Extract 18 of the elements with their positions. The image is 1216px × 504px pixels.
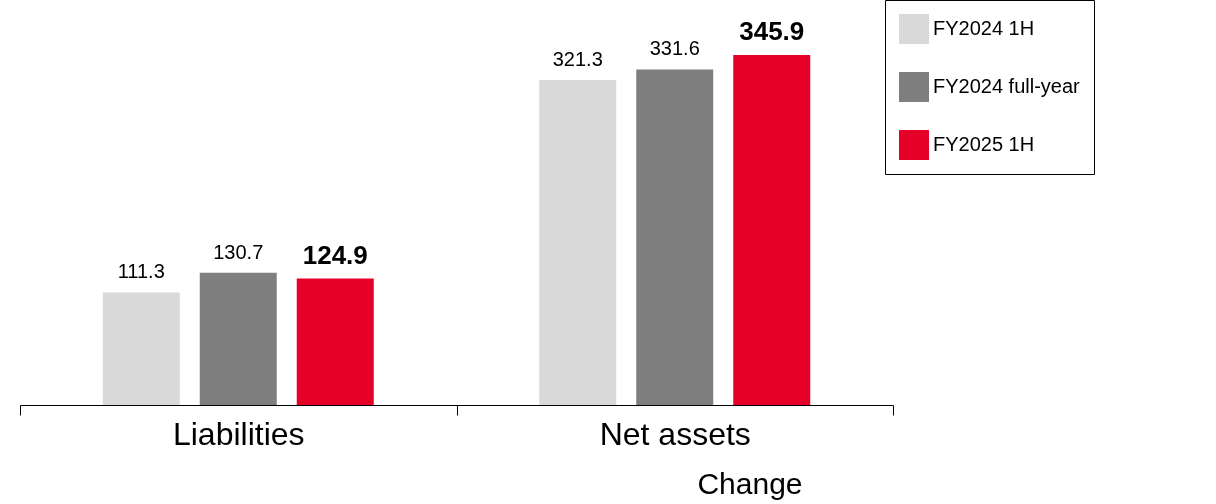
bar bbox=[199, 272, 277, 405]
x-tick-label: Liabilities bbox=[172, 415, 305, 452]
legend-label: FY2024 1H bbox=[933, 17, 1035, 39]
text: Change bbox=[697, 467, 803, 500]
data-label: 345.9 bbox=[739, 16, 805, 46]
data-label: 130.7 bbox=[213, 240, 264, 263]
data-label: 321.3 bbox=[552, 47, 603, 70]
bar bbox=[102, 292, 180, 405]
data-label: 124.9 bbox=[302, 239, 368, 270]
bar bbox=[733, 55, 811, 405]
bar bbox=[636, 69, 714, 405]
data-label: 331.6 bbox=[649, 37, 700, 60]
x-tick-label: Net assets bbox=[599, 415, 751, 452]
bar bbox=[539, 79, 617, 405]
legend-label: FY2024 full-year bbox=[933, 75, 1081, 97]
data-label: 111.3 bbox=[117, 260, 165, 283]
bar bbox=[296, 278, 374, 405]
legend-label: FY2025 1H bbox=[933, 133, 1035, 155]
